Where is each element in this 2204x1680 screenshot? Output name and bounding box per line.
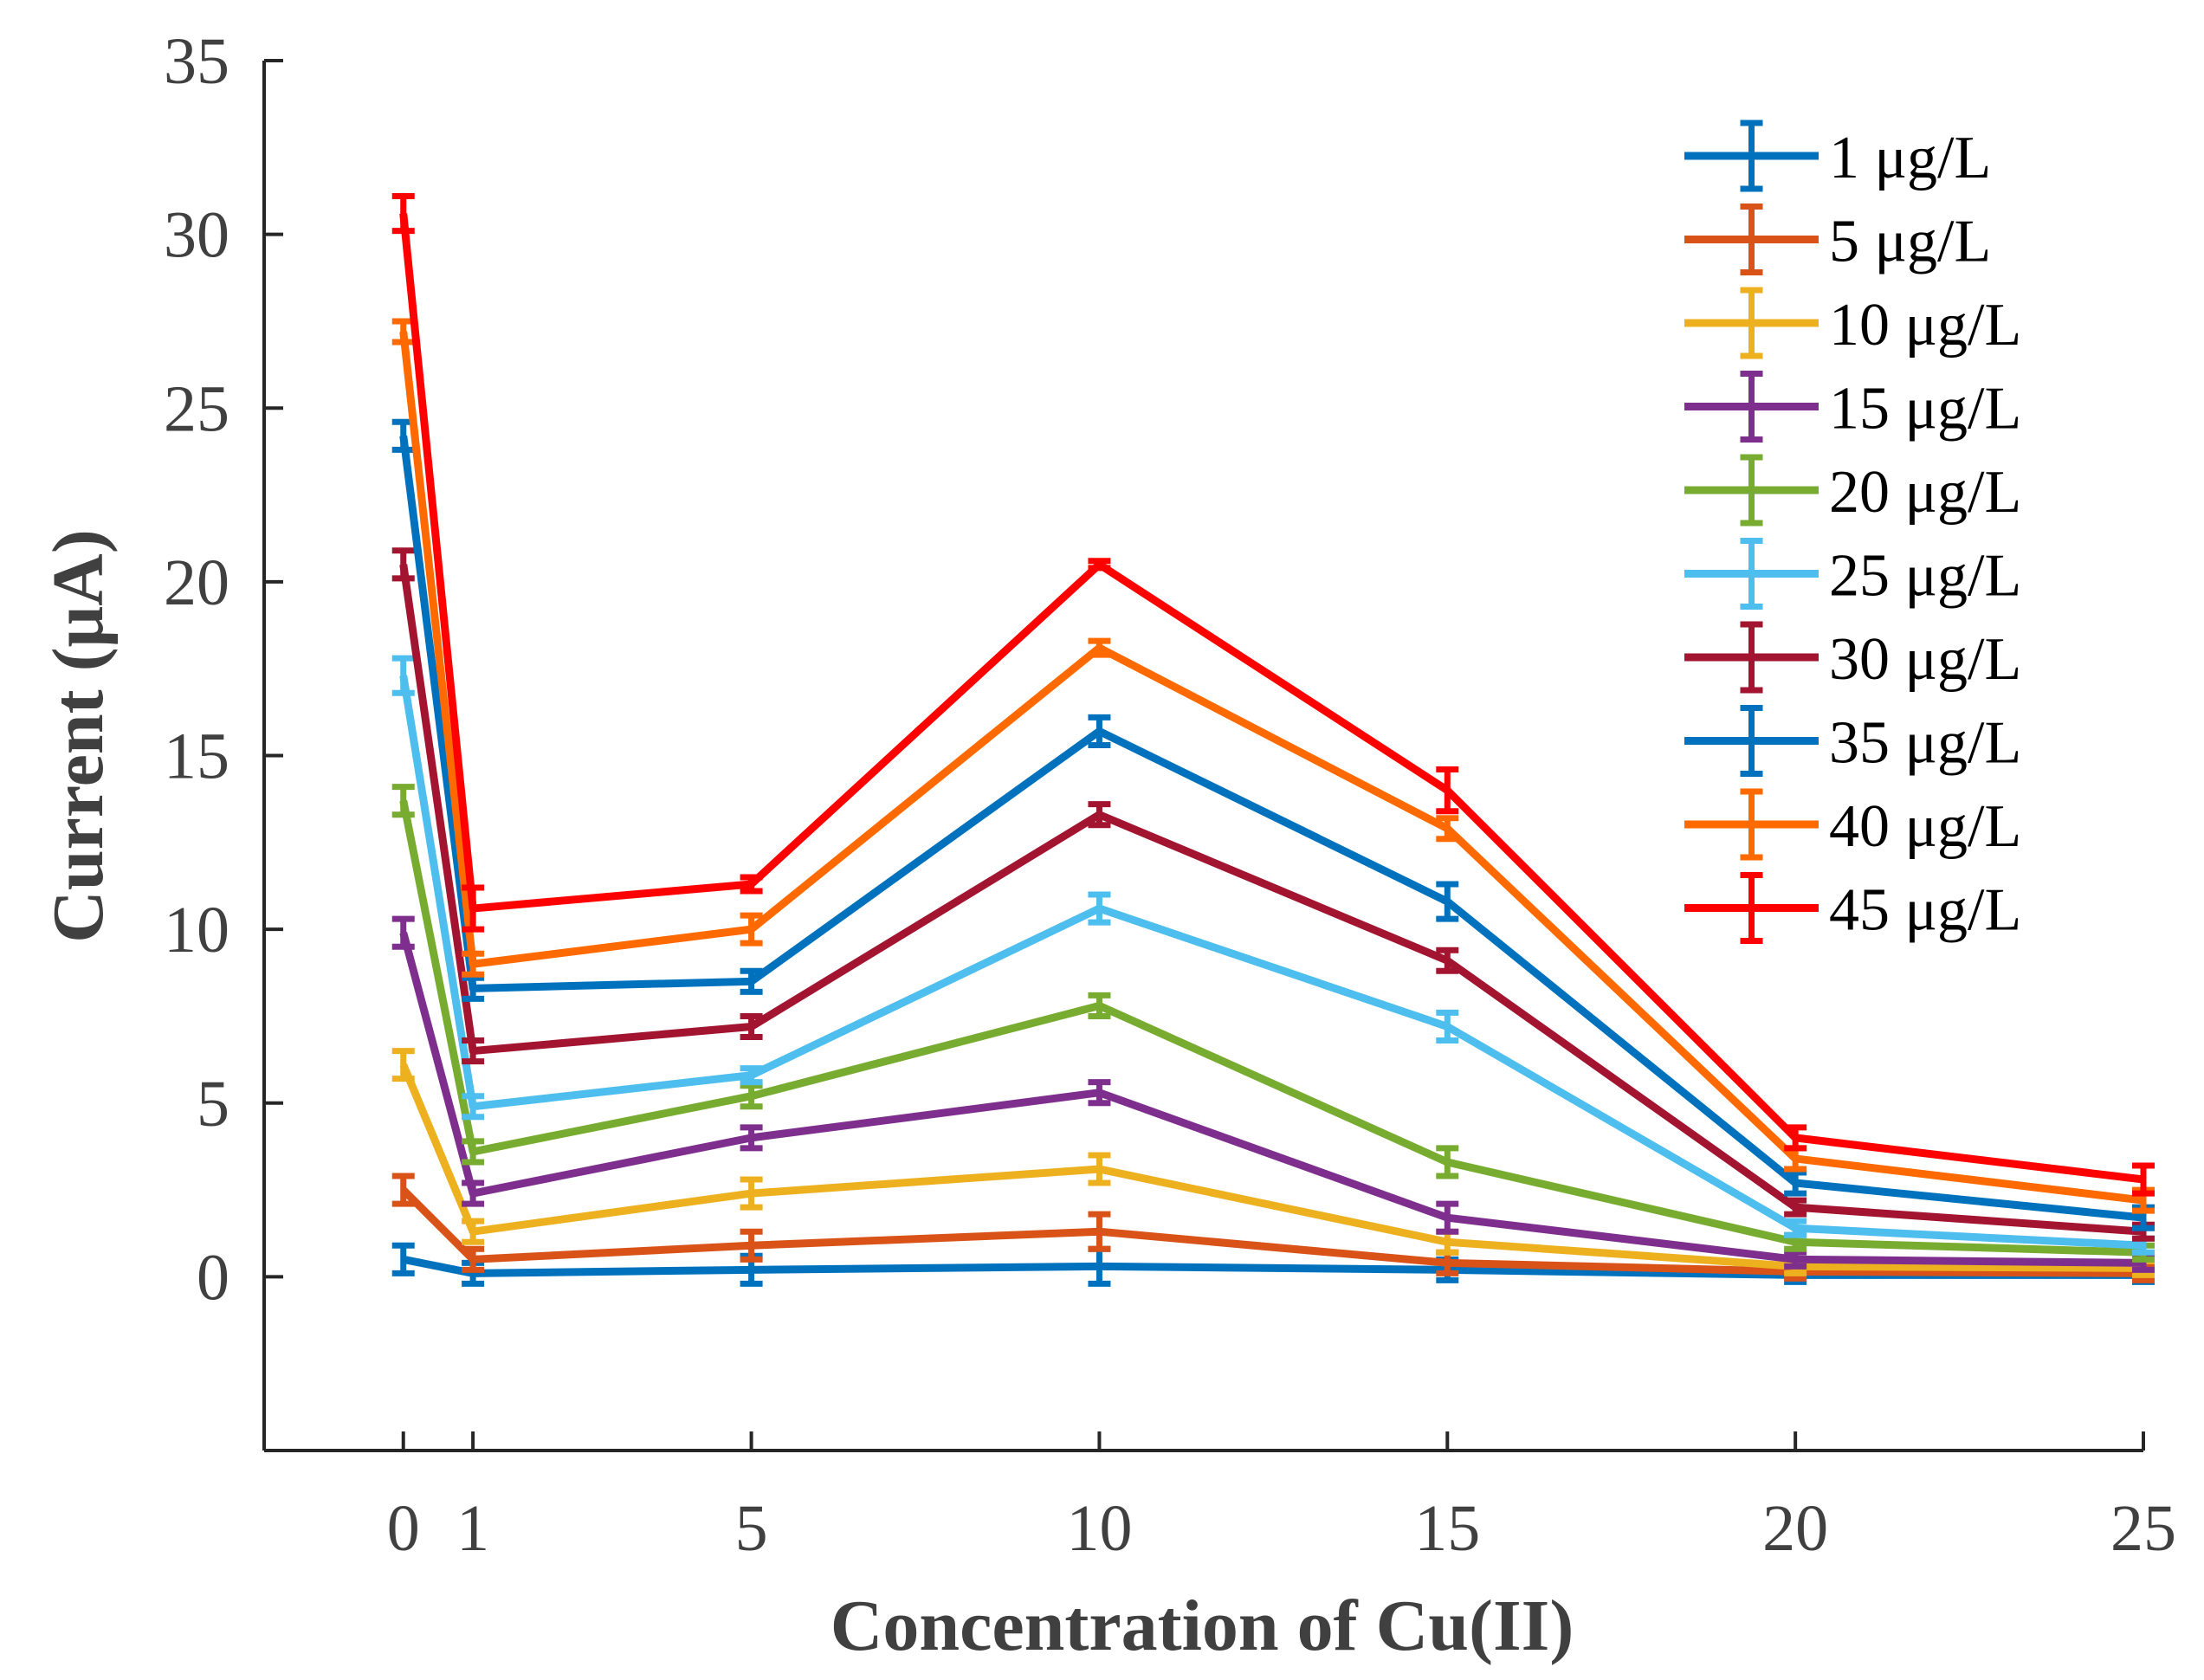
y-tick-label: 15 <box>164 720 229 793</box>
legend-label: 15 μg/L <box>1829 376 2021 443</box>
y-tick-label: 25 <box>164 372 229 445</box>
x-tick-label: 10 <box>1066 1492 1132 1565</box>
legend-label: 1 μg/L <box>1829 125 1991 191</box>
series-layer <box>391 192 2155 1287</box>
series <box>391 318 2155 1214</box>
y-tick-label: 10 <box>164 894 229 966</box>
legend-label: 30 μg/L <box>1829 626 2021 693</box>
y-axis-label: Current (μA) <box>38 529 119 943</box>
x-tick-label: 0 <box>387 1492 420 1565</box>
x-tick-label: 25 <box>2110 1492 2176 1565</box>
legend-label: 20 μg/L <box>1829 459 2021 526</box>
legend-label: 5 μg/L <box>1829 209 1991 275</box>
legend-label: 40 μg/L <box>1829 793 2021 860</box>
x-tick-label: 5 <box>735 1492 768 1565</box>
legend-label: 10 μg/L <box>1829 292 2021 359</box>
y-tick-label: 20 <box>164 546 229 619</box>
series <box>391 192 2155 1197</box>
legend-label: 35 μg/L <box>1829 710 2021 777</box>
series <box>391 547 2155 1242</box>
series <box>391 655 2155 1256</box>
y-tick-label: 0 <box>197 1241 229 1314</box>
x-tick-label: 1 <box>456 1492 489 1565</box>
legend-label: 45 μg/L <box>1829 877 2021 944</box>
series <box>391 784 2155 1263</box>
legend-label: 25 μg/L <box>1829 543 2021 610</box>
legend: 1 μg/L 5 μg/L 10 μg/L 15 μg/L 20 μg/L 25 μg/L… <box>1684 120 2021 944</box>
x-tick-label: 15 <box>1414 1492 1480 1565</box>
series <box>391 915 2155 1273</box>
x-axis-label: Concentration of Cu(II) <box>831 1586 1574 1666</box>
x-tick-label: 20 <box>1762 1492 1828 1565</box>
y-tick-label: 5 <box>197 1068 229 1140</box>
y-tick-label: 30 <box>164 199 229 272</box>
y-tick-label: 35 <box>164 25 229 98</box>
series-line <box>399 799 2144 1257</box>
series <box>391 418 2155 1231</box>
